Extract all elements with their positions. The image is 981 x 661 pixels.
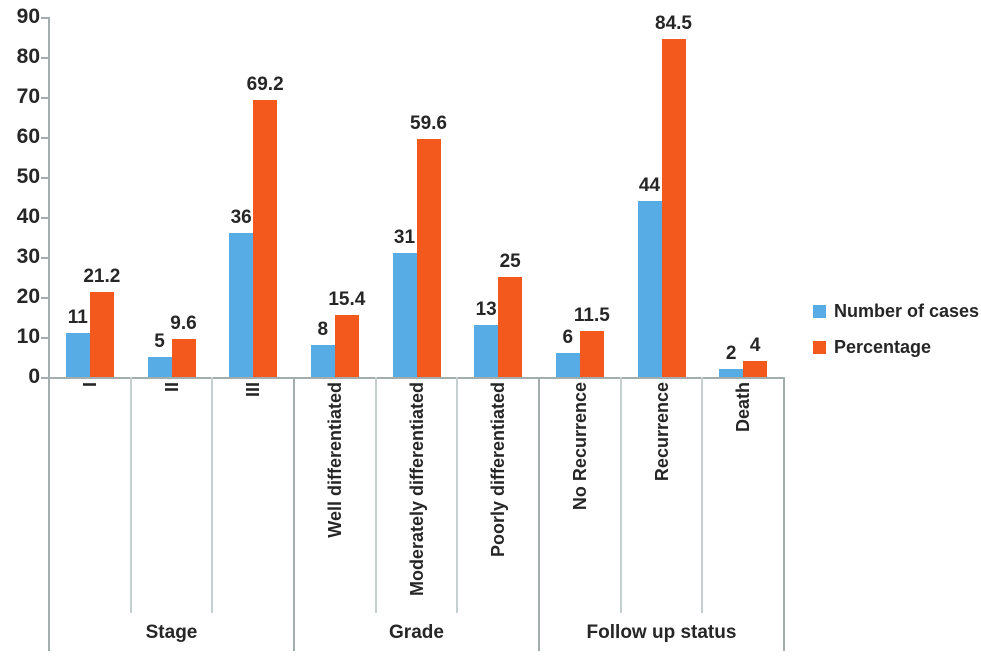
- legend: Number of cases Percentage: [813, 301, 979, 373]
- bar-number-of-cases: [392, 253, 417, 377]
- bar-percentage: [416, 138, 441, 377]
- y-axis-tick-label: 70: [16, 85, 40, 108]
- bar-number-of-cases: [474, 325, 499, 377]
- value-label-percentage: 11.5: [573, 305, 610, 326]
- bar-percentage: [334, 315, 359, 377]
- category-separator-line: [129, 377, 132, 613]
- bar-percentage: [661, 39, 686, 377]
- category-separator-line: [374, 377, 377, 613]
- bar-number-of-cases: [719, 369, 744, 377]
- group-axis-label-grade: Grade: [389, 622, 444, 643]
- bar-percentage: [171, 338, 196, 377]
- value-label-percentage: 25: [499, 251, 521, 272]
- category-separator-line: [701, 377, 704, 613]
- group-separator-line: [783, 377, 785, 651]
- y-axis-tick: [41, 377, 48, 379]
- legend-item-number-of-cases: Number of cases: [813, 301, 979, 322]
- value-label-number-of-cases: 36: [230, 207, 252, 228]
- group-axis-label-stage: Stage: [145, 622, 198, 643]
- bar-percentage: [498, 277, 523, 377]
- value-label-percentage: 59.6: [410, 112, 447, 134]
- value-label-percentage: 21.2: [83, 266, 121, 288]
- legend-label-number-of-cases: Number of cases: [834, 301, 980, 321]
- value-label-percentage: 9.6: [170, 312, 197, 334]
- category-axis-label-poorly-differentiated: Poorly differentiated: [488, 382, 509, 558]
- value-label-number-of-cases: 8: [317, 319, 329, 340]
- value-label-number-of-cases: 6: [562, 327, 574, 348]
- bar-number-of-cases: [229, 233, 254, 377]
- y-axis-tick: [41, 97, 48, 99]
- y-axis-tick-label: 90: [16, 5, 40, 28]
- category-axis-label-no-recurrence: No Recurrence: [569, 382, 590, 511]
- y-axis-tick-label: 50: [16, 165, 40, 188]
- value-label-percentage: 4: [749, 335, 761, 356]
- y-axis-tick-label: 20: [16, 285, 40, 308]
- y-axis-tick: [41, 137, 48, 139]
- category-axis-label-i: I: [79, 382, 100, 388]
- y-axis-tick: [41, 57, 48, 59]
- y-axis-tick: [41, 177, 48, 179]
- value-label-number-of-cases: 44: [638, 175, 661, 196]
- value-label-percentage: 84.5: [655, 13, 692, 34]
- value-label-number-of-cases: 31: [393, 227, 416, 248]
- category-separator-line: [619, 377, 622, 613]
- bar-percentage: [743, 361, 768, 377]
- category-axis-label-iii: III: [243, 382, 264, 398]
- y-axis-tick: [41, 297, 48, 299]
- y-axis-tick: [41, 257, 48, 259]
- y-axis-tick-label: 60: [16, 125, 40, 148]
- bar-number-of-cases: [147, 357, 172, 377]
- value-label-number-of-cases: 13: [475, 299, 497, 320]
- bar-percentage: [89, 292, 114, 377]
- y-axis-tick-label: 40: [16, 205, 40, 228]
- category-axis-label-death: Death: [733, 382, 754, 433]
- value-label-number-of-cases: 11: [67, 307, 88, 328]
- x-axis-line: [48, 377, 784, 379]
- legend-item-percentage: Percentage: [813, 337, 979, 358]
- legend-swatch-percentage-icon: [813, 341, 826, 354]
- value-label-number-of-cases: 2: [725, 343, 737, 364]
- bar-number-of-cases: [555, 353, 580, 377]
- y-axis-tick-label: 10: [16, 325, 40, 348]
- category-separator-line: [211, 377, 214, 613]
- group-axis-label-follow-up-status: Follow up status: [586, 622, 737, 643]
- y-axis-tick-label: 80: [16, 45, 40, 68]
- value-label-percentage: 15.4: [328, 289, 366, 311]
- category-axis-label-recurrence: Recurrence: [651, 382, 672, 482]
- category-separator-line: [456, 377, 459, 613]
- bar-number-of-cases: [65, 333, 90, 377]
- category-axis-label-ii: II: [161, 382, 182, 393]
- group-separator-line: [293, 377, 295, 651]
- bar-percentage: [253, 100, 278, 377]
- group-separator-line: [538, 377, 540, 651]
- y-axis-tick: [41, 217, 48, 219]
- bar-number-of-cases: [310, 345, 335, 377]
- bar-percentage: [579, 331, 604, 377]
- category-axis-label-moderately-differentiated: Moderately differentiated: [406, 382, 427, 597]
- value-label-number-of-cases: 5: [154, 331, 165, 352]
- bar-number-of-cases: [637, 201, 662, 377]
- y-axis-tick: [41, 337, 48, 339]
- y-axis-tick: [41, 17, 48, 19]
- category-axis-label-well-differentiated: Well differentiated: [324, 382, 345, 538]
- y-axis-tick-label: 0: [28, 365, 40, 388]
- value-label-percentage: 69.2: [246, 74, 284, 96]
- y-axis-line: [48, 17, 50, 651]
- legend-label-percentage: Percentage: [834, 337, 932, 357]
- legend-swatch-number-of-cases-icon: [813, 305, 826, 318]
- y-axis-tick-label: 30: [16, 245, 40, 268]
